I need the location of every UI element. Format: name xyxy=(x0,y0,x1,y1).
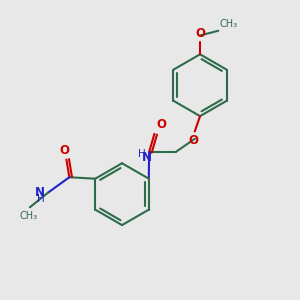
Text: O: O xyxy=(188,134,198,147)
Text: O: O xyxy=(195,27,205,40)
Text: N: N xyxy=(34,186,45,199)
Text: O: O xyxy=(59,144,69,157)
Text: H: H xyxy=(37,194,45,204)
Text: CH₃: CH₃ xyxy=(220,19,238,29)
Text: N: N xyxy=(142,151,152,164)
Text: CH₃: CH₃ xyxy=(20,211,38,221)
Text: O: O xyxy=(156,118,166,131)
Text: H: H xyxy=(138,149,146,159)
